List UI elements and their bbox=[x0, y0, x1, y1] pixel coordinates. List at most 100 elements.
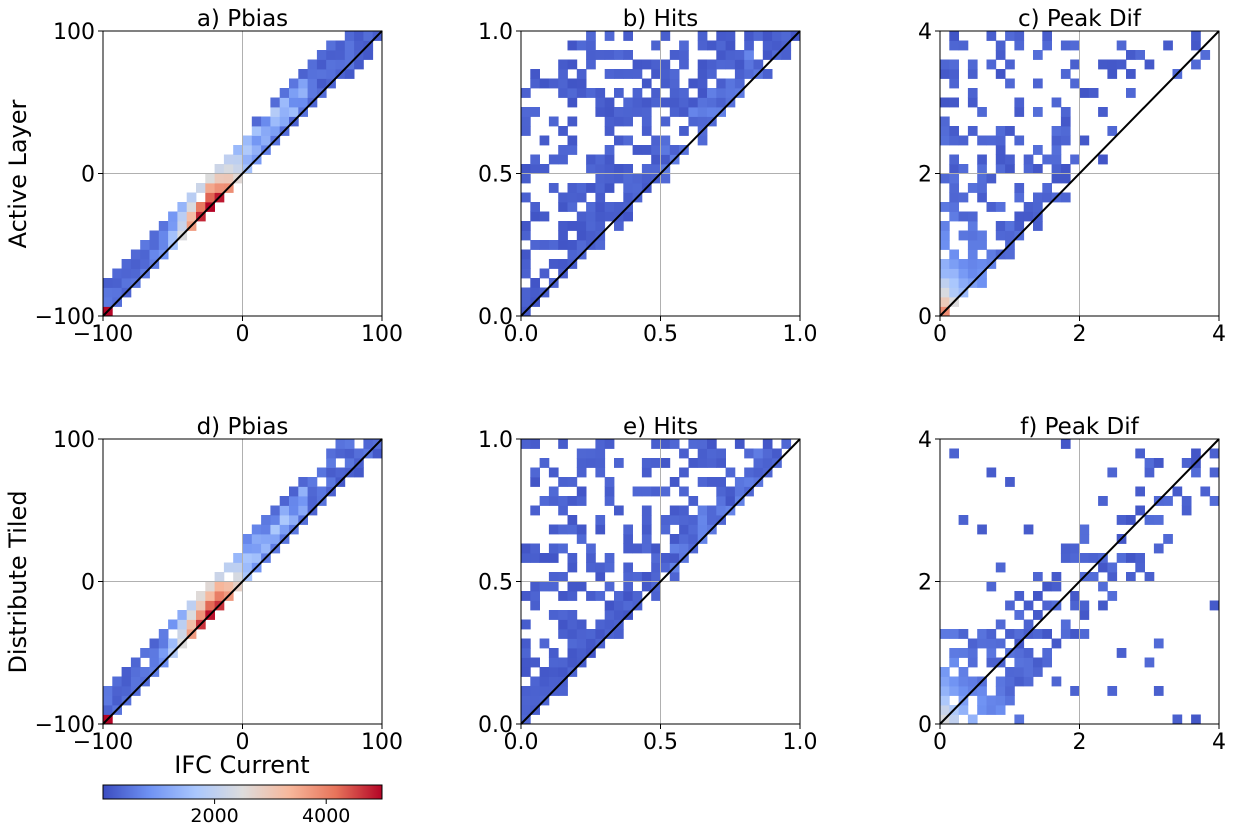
heatmap-cell bbox=[1042, 154, 1052, 165]
colorbar-ticks: 2000 4000 bbox=[190, 799, 350, 827]
heatmap-cell bbox=[586, 50, 596, 60]
heatmap-cell bbox=[1060, 126, 1071, 136]
heatmap-cell bbox=[688, 107, 699, 117]
heatmap-cell bbox=[651, 145, 661, 155]
heatmap-cell bbox=[558, 259, 568, 269]
heatmap-cell bbox=[558, 610, 568, 620]
heatmap-cell bbox=[548, 581, 559, 592]
heatmap-cell bbox=[289, 107, 299, 117]
heatmap-cell bbox=[595, 183, 606, 193]
heatmap-cell bbox=[1051, 164, 1062, 174]
heatmap-cell bbox=[707, 515, 717, 525]
heatmap-cell bbox=[1144, 515, 1155, 525]
heatmap-cell bbox=[214, 173, 225, 184]
heatmap-cell bbox=[1107, 59, 1118, 70]
heatmap-cell bbox=[595, 448, 606, 459]
heatmap-cell bbox=[669, 78, 680, 89]
heatmap-cell bbox=[614, 610, 624, 620]
heatmap-cell bbox=[1163, 534, 1173, 544]
heatmap-cell bbox=[567, 553, 578, 563]
heatmap-cell bbox=[558, 543, 568, 554]
heatmap-cell bbox=[967, 88, 978, 98]
heatmap-cell bbox=[614, 591, 624, 601]
heatmap-cell bbox=[521, 686, 531, 696]
heatmap-cell bbox=[772, 40, 782, 51]
heatmap-cell bbox=[949, 287, 959, 298]
x-tick-label: 2 bbox=[1073, 730, 1087, 755]
heatmap-cell bbox=[986, 695, 997, 706]
heatmap-cell bbox=[651, 458, 661, 468]
heatmap-cell bbox=[121, 667, 132, 677]
heatmap-cell bbox=[539, 553, 550, 563]
heatmap-cell bbox=[1079, 88, 1090, 98]
heatmap-cell bbox=[623, 69, 633, 79]
heatmap-cell bbox=[1023, 619, 1034, 630]
heatmap-cell bbox=[521, 439, 531, 449]
heatmap-cell bbox=[298, 88, 308, 98]
heatmap-cell bbox=[669, 553, 680, 563]
heatmap-cell bbox=[1005, 126, 1015, 136]
heatmap-cell bbox=[949, 31, 959, 41]
heatmap-cell bbox=[632, 97, 643, 108]
heatmap-cell bbox=[595, 562, 606, 573]
heatmap-cell bbox=[995, 164, 1006, 174]
heatmap-cell bbox=[242, 145, 253, 155]
heatmap-cell bbox=[995, 562, 1006, 573]
heatmap-cell bbox=[967, 268, 978, 279]
heatmap-cell bbox=[521, 695, 531, 706]
heatmap-cell bbox=[363, 31, 374, 41]
heatmap-cell bbox=[530, 695, 540, 706]
heatmap-cell bbox=[223, 173, 234, 184]
panel-title: a) Pbias bbox=[197, 6, 288, 32]
heatmap-cell bbox=[595, 458, 606, 468]
heatmap-cell bbox=[521, 116, 531, 127]
heatmap-cell bbox=[734, 69, 745, 79]
heatmap-cell bbox=[548, 78, 559, 89]
heatmap-cell bbox=[1107, 467, 1118, 478]
heatmap-cell bbox=[669, 515, 680, 525]
heatmap-cell bbox=[548, 116, 559, 127]
heatmap-cell bbox=[949, 686, 959, 696]
heatmap-cell bbox=[1014, 714, 1025, 725]
heatmap-cell bbox=[595, 192, 606, 203]
heatmap-cell bbox=[688, 458, 699, 468]
heatmap-cell bbox=[1042, 629, 1052, 639]
heatmap-cell bbox=[623, 581, 633, 592]
heatmap-cell bbox=[558, 145, 568, 155]
heatmap-cell bbox=[595, 439, 606, 449]
y-tick-label: 100 bbox=[53, 428, 95, 453]
heatmap-cell bbox=[697, 31, 708, 41]
heatmap-cell bbox=[1060, 619, 1071, 630]
heatmap-cell bbox=[1023, 524, 1034, 535]
heatmap-cell bbox=[1005, 695, 1015, 706]
heatmap-cell bbox=[251, 524, 262, 535]
heatmap-cell bbox=[604, 600, 615, 611]
heatmap-cell bbox=[1014, 676, 1025, 687]
heatmap-cell bbox=[521, 192, 531, 203]
heatmap-cell bbox=[530, 202, 540, 212]
heatmap-cell bbox=[1051, 154, 1062, 165]
heatmap-cell bbox=[130, 249, 141, 260]
heatmap-cell bbox=[521, 543, 531, 554]
heatmap-cell bbox=[1014, 610, 1025, 620]
heatmap-cell bbox=[251, 543, 262, 554]
heatmap-cell bbox=[1033, 591, 1043, 601]
heatmap-cell bbox=[289, 78, 299, 89]
heatmap-cell bbox=[1060, 164, 1071, 174]
heatmap-cell bbox=[1033, 164, 1043, 174]
heatmap-cell bbox=[1200, 486, 1211, 497]
heatmap-cell bbox=[977, 240, 987, 250]
heatmap-cell bbox=[251, 534, 262, 544]
heatmap-cell bbox=[744, 69, 754, 79]
heatmap-cell bbox=[140, 249, 150, 260]
heatmap-cell bbox=[1144, 572, 1155, 582]
heatmap-cell bbox=[707, 69, 717, 79]
heatmap-cell bbox=[725, 59, 736, 70]
heatmap-cell bbox=[576, 467, 587, 478]
panel-3: d) Pbias −100 0 100 −100 0 100 bbox=[35, 414, 403, 755]
heatmap-cell bbox=[186, 619, 197, 630]
heatmap-cell bbox=[270, 116, 281, 127]
heatmap-cell bbox=[576, 211, 587, 222]
heatmap-cell bbox=[539, 268, 550, 279]
heatmap-cell bbox=[614, 202, 624, 212]
